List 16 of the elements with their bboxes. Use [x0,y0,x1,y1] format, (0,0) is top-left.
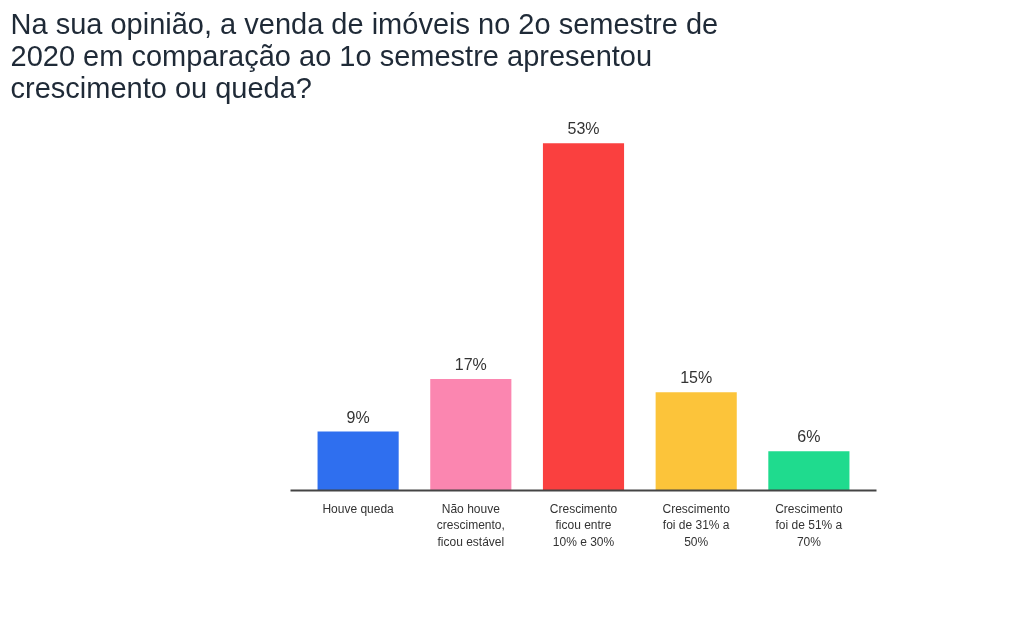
bar [542,143,625,491]
bar [430,379,512,491]
bar [768,451,850,491]
x-tick-label: Crescimento foi de 51% a 70% [775,501,843,550]
data-label: 9% [346,408,370,426]
chart-title: Na sua opinião, a venda de imóveis no 2o semestre de 2020 em comparação ao 1o semestre apresentou crescimento ou queda? [10,7,719,104]
data-label: 17% [454,356,487,374]
x-tick-label: Não houve crescimento, ficou estável [436,501,505,550]
data-label: 6% [797,428,821,446]
data-label: 53% [567,120,600,138]
x-tick-label: Crescimento ficou entre 10% e 30% [549,501,618,550]
data-label: 15% [680,369,713,387]
x-tick-label: Crescimento foi de 31% a 50% [662,501,731,550]
bar [655,392,737,491]
bar [317,431,399,491]
x-tick-label: Houve queda [322,501,395,516]
